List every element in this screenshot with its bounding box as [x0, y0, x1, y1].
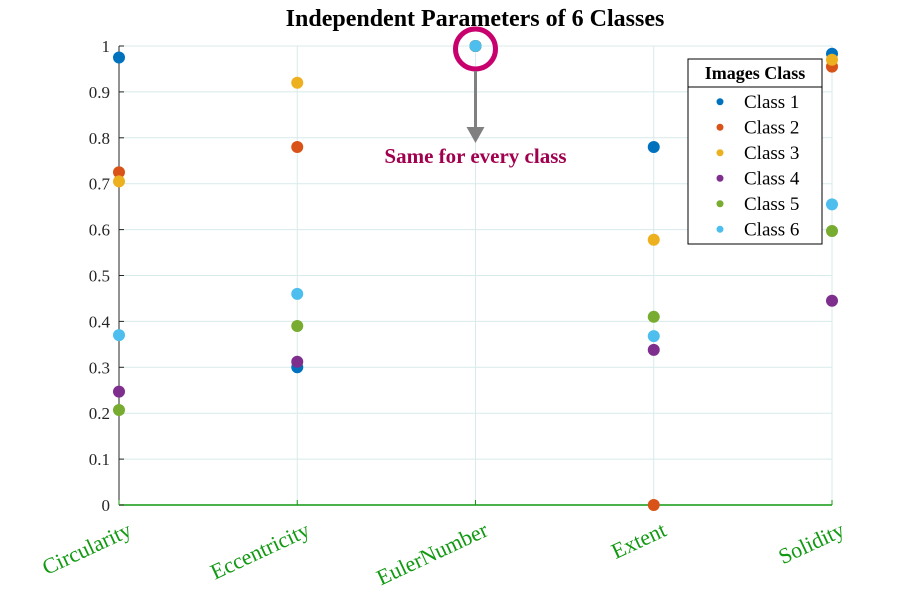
point-class-4 — [647, 343, 660, 356]
legend-marker-class-1 — [716, 98, 724, 106]
y-axis-ticks: 0 0.1 0.2 0.3 0.4 0.5 0.6 0.7 0.8 0.9 1 — [89, 37, 124, 515]
point-class-4 — [826, 294, 838, 307]
point-class-6 — [826, 198, 838, 211]
legend: Images Class Class 1 Class 2 Class 3 Class 4… — [687, 58, 823, 245]
point-class-6 — [113, 329, 125, 342]
y-tick-label: 0.3 — [89, 358, 110, 377]
point-class-5 — [826, 224, 838, 237]
point-class-2 — [291, 140, 304, 153]
point-class-6 — [291, 287, 304, 300]
legend-marker-class-2 — [716, 123, 724, 131]
annotation-text: Same for every class — [384, 144, 566, 168]
point-class-3 — [113, 175, 125, 188]
x-tick-label: EulerNumber — [373, 517, 493, 591]
y-tick-label: 0.5 — [89, 267, 110, 286]
y-tick-label: 0.4 — [89, 312, 111, 331]
legend-marker-class-3 — [716, 149, 724, 157]
legend-label-class-5: Class 5 — [744, 194, 799, 215]
legend-marker-class-5 — [716, 200, 724, 208]
data-points — [113, 40, 838, 511]
point-class-2 — [113, 166, 125, 179]
legend-label-class-3: Class 3 — [744, 143, 799, 164]
point-class-5 — [113, 403, 125, 416]
y-tick-label: 0.9 — [89, 83, 110, 102]
y-tick-label: 0.2 — [89, 404, 110, 423]
legend-title: Images Class — [705, 63, 806, 83]
legend-marker-class-4 — [716, 174, 724, 182]
annotation-circle — [453, 26, 498, 72]
point-class-1 — [647, 140, 660, 153]
y-tick-label: 0.7 — [89, 175, 111, 194]
y-tick-label: 0.1 — [89, 450, 110, 469]
x-axis-ticks: Circularity Eccentricity EulerNumber Extent… — [38, 500, 848, 590]
x-tick-label: Extent — [607, 517, 670, 564]
legend-label-class-2: Class 2 — [744, 117, 799, 138]
point-class-6 — [469, 40, 482, 52]
point-class-4 — [113, 385, 125, 398]
point-class-3 — [647, 233, 660, 246]
point-class-3 — [826, 53, 838, 66]
point-class-5 — [291, 319, 304, 332]
point-class-1 — [113, 51, 125, 64]
legend-label-class-6: Class 6 — [744, 219, 799, 240]
y-tick-label: 0 — [102, 496, 111, 515]
y-tick-label: 0.6 — [89, 221, 110, 240]
annotation-arrow-head — [466, 127, 485, 143]
x-tick-label: Solidity — [774, 517, 848, 569]
y-tick-label: 0.8 — [89, 129, 110, 148]
point-class-5 — [647, 310, 660, 323]
legend-label-class-1: Class 1 — [744, 92, 799, 113]
y-tick-label: 1 — [102, 37, 111, 56]
annotation: Same for every class — [384, 26, 567, 168]
legend-box — [687, 58, 823, 245]
point-class-2 — [647, 499, 660, 511]
legend-label-class-4: Class 4 — [744, 168, 800, 189]
x-tick-label: Circularity — [38, 517, 135, 580]
point-class-3 — [291, 76, 304, 89]
point-class-4 — [291, 355, 304, 368]
point-class-6 — [647, 330, 660, 343]
legend-marker-class-6 — [716, 225, 724, 233]
x-tick-label: Eccentricity — [206, 517, 313, 585]
